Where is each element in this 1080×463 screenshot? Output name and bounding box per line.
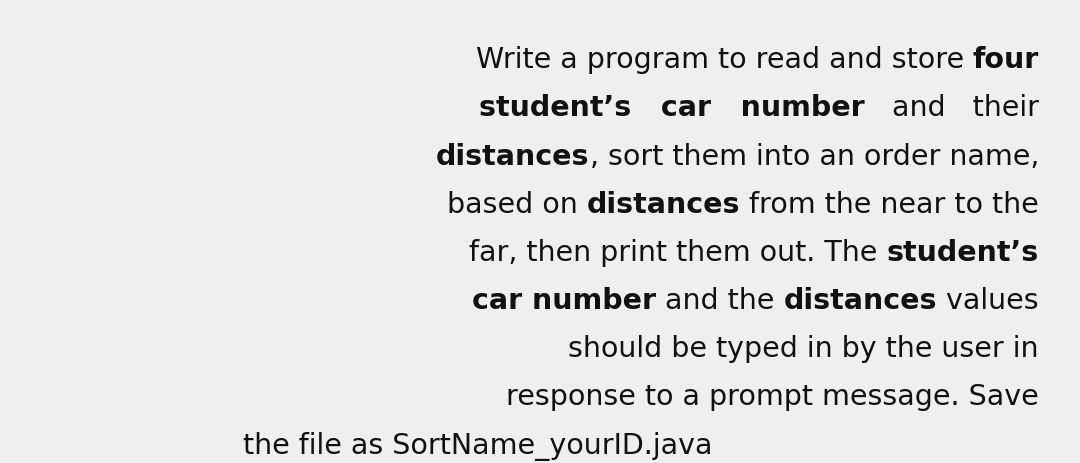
Text: car number: car number (472, 287, 657, 315)
Text: values: values (937, 287, 1039, 315)
Text: distances: distances (784, 287, 937, 315)
Text: based on: based on (447, 191, 586, 219)
Text: far, then print them out. The: far, then print them out. The (470, 239, 887, 267)
Text: distances: distances (436, 143, 590, 170)
Text: the file as SortName_yourID.java: the file as SortName_yourID.java (243, 432, 713, 461)
Text: student’s   car   number: student’s car number (480, 94, 865, 122)
Text: distances: distances (586, 191, 740, 219)
Text: four: four (973, 46, 1039, 74)
Text: response to a prompt message. Save: response to a prompt message. Save (507, 383, 1039, 411)
Text: from the near to the: from the near to the (740, 191, 1039, 219)
Text: Write a program to read and store: Write a program to read and store (475, 46, 973, 74)
Text: and   their: and their (865, 94, 1039, 122)
Text: , sort them into an order name,: , sort them into an order name, (590, 143, 1039, 170)
Text: student’s: student’s (887, 239, 1039, 267)
Text: and the: and the (657, 287, 784, 315)
Text: should be typed in by the user in: should be typed in by the user in (568, 335, 1039, 363)
